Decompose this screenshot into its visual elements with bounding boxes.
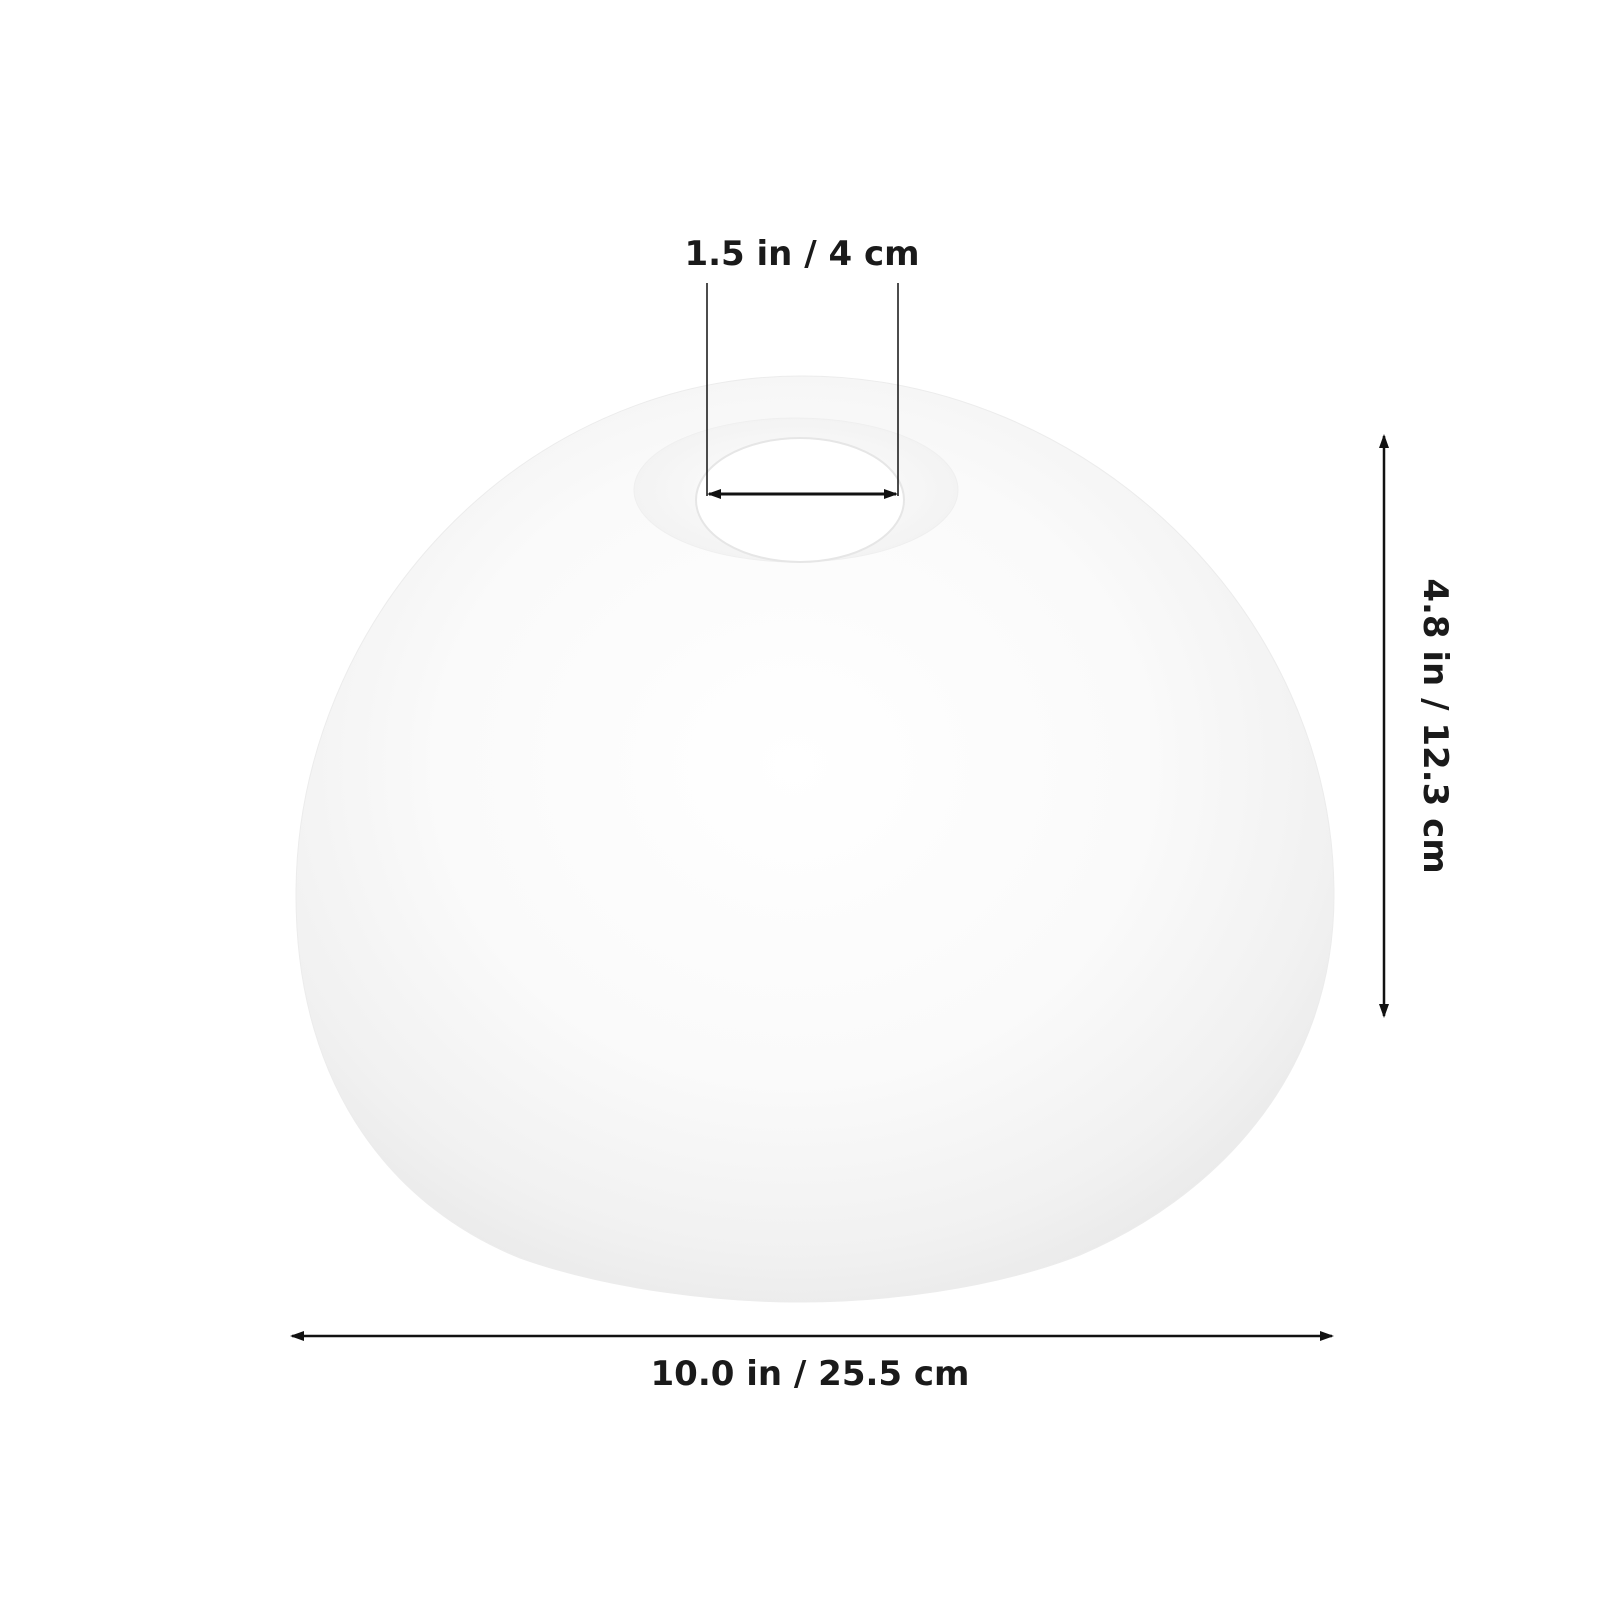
lampshade-opening <box>695 437 905 563</box>
opening-label: 1.5 in / 4 cm <box>684 234 919 274</box>
lampshade-dome <box>295 375 1335 1303</box>
width-dimension: 10.0 in / 25.5 cm <box>290 1331 1334 1394</box>
height-label: 4.8 in / 12.3 cm <box>1415 578 1455 873</box>
opening-dimension: 1.5 in / 4 cm <box>684 234 920 499</box>
height-dimension: 4.8 in / 12.3 cm <box>1379 434 1455 1018</box>
lampshade <box>295 375 1335 1303</box>
width-label: 10.0 in / 25.5 cm <box>651 1354 970 1394</box>
